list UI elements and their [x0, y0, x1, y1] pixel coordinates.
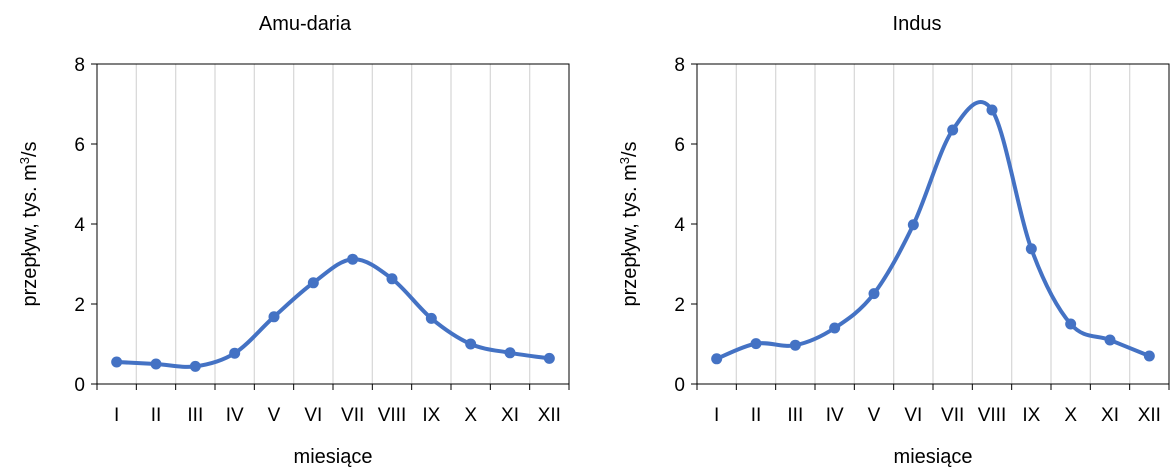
x-tick-label: XI: [1101, 405, 1119, 426]
x-tick-label: III: [187, 405, 203, 426]
x-tick-label: VII: [341, 405, 364, 426]
y-tick-label: 0: [74, 375, 85, 396]
chart-title: Indus: [893, 13, 942, 35]
x-tick-label: VIII: [978, 405, 1007, 426]
x-tick-label: III: [787, 405, 803, 426]
x-tick-label: VI: [304, 405, 322, 426]
data-point-x: [465, 338, 477, 350]
x-tick-label: II: [151, 405, 162, 426]
data-point-ii: [750, 338, 762, 350]
x-tick-label: V: [868, 405, 881, 426]
y-tick-label: 0: [674, 375, 685, 396]
x-tick-label: VIII: [378, 405, 407, 426]
x-tick-label: XII: [538, 405, 561, 426]
data-point-xi: [504, 347, 516, 359]
x-tick-label: IX: [422, 405, 440, 426]
data-point-viii: [986, 104, 998, 116]
data-point-i: [711, 353, 723, 365]
data-point-xii: [543, 352, 555, 364]
x-tick-label: XII: [1138, 405, 1161, 426]
data-point-iii: [789, 339, 801, 351]
x-tick-label: IV: [226, 405, 244, 426]
x-tick-label: VII: [941, 405, 964, 426]
x-tick-label: XI: [501, 405, 519, 426]
data-point-iii: [189, 360, 201, 372]
x-tick-label: IX: [1022, 405, 1040, 426]
data-point-xii: [1143, 350, 1155, 362]
y-tick-label: 2: [674, 295, 685, 316]
y-axis-label: przepływ, tys. m3/s: [17, 141, 42, 306]
data-point-i: [111, 356, 123, 368]
data-point-x: [1065, 318, 1077, 330]
chart-title: Amu-daria: [259, 13, 352, 35]
y-tick-label: 4: [74, 215, 85, 236]
data-point-iv: [829, 322, 841, 334]
data-point-v: [268, 311, 280, 323]
x-tick-label: V: [268, 405, 281, 426]
data-point-ix: [1025, 243, 1037, 255]
x-tick-label: VI: [904, 405, 922, 426]
data-point-ii: [150, 358, 162, 370]
data-point-vii: [347, 253, 359, 265]
data-point-iv: [229, 347, 241, 359]
y-tick-label: 4: [674, 215, 685, 236]
data-point-vi: [307, 277, 319, 289]
data-point-vi: [907, 219, 919, 231]
y-tick-label: 2: [74, 295, 85, 316]
y-tick-label: 6: [674, 135, 685, 156]
x-axis-label: miesiące: [894, 446, 973, 468]
x-tick-label: II: [751, 405, 762, 426]
y-tick-label: 8: [674, 55, 685, 76]
data-point-viii: [386, 273, 398, 285]
x-axis-label: miesiące: [294, 446, 373, 468]
x-tick-label: I: [114, 405, 119, 426]
x-tick-label: X: [1064, 405, 1077, 426]
y-axis-label: przepływ, tys. m3/s: [617, 141, 642, 306]
y-tick-label: 6: [74, 135, 85, 156]
data-point-xi: [1104, 334, 1116, 346]
x-tick-label: I: [714, 405, 719, 426]
y-tick-label: 8: [74, 55, 85, 76]
data-point-vii: [947, 124, 959, 136]
x-tick-label: X: [464, 405, 477, 426]
data-point-ix: [425, 312, 437, 324]
data-point-v: [868, 288, 880, 300]
x-tick-label: IV: [826, 405, 844, 426]
